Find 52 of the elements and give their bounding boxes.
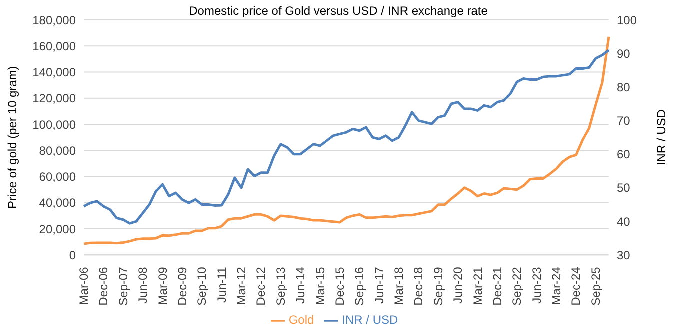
x-tick-label: Jun-23 bbox=[530, 266, 544, 304]
y-tick-label: 160,000 bbox=[32, 39, 76, 54]
x-tick-label: Mar-09 bbox=[156, 266, 170, 306]
y2-tick-label: 50 bbox=[617, 181, 631, 196]
x-tick-label: Sep-07 bbox=[116, 266, 130, 306]
x-tick-label: Jun-20 bbox=[451, 266, 466, 304]
x-tick-label: Mar-12 bbox=[234, 266, 248, 306]
x-tick-label: Sep-13 bbox=[274, 266, 288, 306]
x-tick-label: Mar-18 bbox=[392, 266, 406, 306]
y-tick-label: 100,000 bbox=[32, 118, 76, 132]
x-tick-label: Sep-19 bbox=[431, 266, 446, 306]
x-tick-label: Mar-24 bbox=[550, 266, 564, 306]
y-tick-label: 0 bbox=[69, 248, 76, 262]
x-tick-label: Jun-17 bbox=[372, 266, 386, 304]
y2-tick-label: 80 bbox=[617, 80, 631, 94]
x-tick-label: Sep-10 bbox=[195, 266, 210, 306]
x-tick-label: Mar-06 bbox=[77, 266, 91, 306]
y-tick-label: 20,000 bbox=[39, 222, 76, 236]
line-series bbox=[82, 36, 610, 246]
y-tick-label: 140,000 bbox=[32, 66, 76, 80]
y2-tick-label: 70 bbox=[617, 114, 631, 128]
y-tick-label: 80,000 bbox=[39, 144, 76, 158]
y2-tick-label: 30 bbox=[617, 248, 631, 262]
y-tick-label: 60,000 bbox=[39, 170, 76, 184]
y-tick-label: 40,000 bbox=[39, 196, 76, 210]
line-series bbox=[82, 48, 610, 225]
chart-title: Domestic price of Gold versus USD / INR exchange rate bbox=[189, 4, 488, 18]
x-tick-label: Dec-15 bbox=[332, 266, 347, 306]
legend-label: Gold bbox=[288, 313, 314, 328]
y2-tick-label: 60 bbox=[617, 148, 631, 162]
legend-label: INR / USD bbox=[342, 313, 398, 328]
x-tick-label: Jun-14 bbox=[294, 266, 308, 304]
x-tick-label: Dec-09 bbox=[175, 266, 190, 306]
y2-tick-label: 100 bbox=[617, 13, 638, 28]
x-tick-label: Dec-12 bbox=[254, 266, 268, 306]
x-tick-label: Dec-21 bbox=[490, 266, 504, 306]
x-tick-label: Mar-21 bbox=[470, 266, 485, 306]
x-tick-label: Dec-18 bbox=[412, 266, 426, 306]
x-tick-label: Dec-24 bbox=[569, 266, 584, 306]
x-tick-label: Dec-06 bbox=[96, 266, 111, 306]
x-tick-label: Sep-16 bbox=[352, 266, 367, 306]
y-tick-label: 180,000 bbox=[32, 13, 76, 28]
x-tick-label: Sep-22 bbox=[510, 266, 524, 306]
y-axis-title: Price of gold (per 10 gram) bbox=[5, 66, 20, 209]
x-tick-label: Sep-25 bbox=[588, 266, 603, 306]
y2-axis-title: INR / USD bbox=[654, 109, 668, 166]
x-tick-label: Jun-08 bbox=[136, 266, 150, 304]
x-tick-label: Mar-15 bbox=[313, 266, 328, 306]
x-tick-label: Jun-11 bbox=[214, 266, 229, 303]
y2-tick-label: 90 bbox=[617, 46, 631, 61]
y2-tick-label: 40 bbox=[617, 214, 631, 229]
y-tick-label: 120,000 bbox=[32, 92, 76, 106]
